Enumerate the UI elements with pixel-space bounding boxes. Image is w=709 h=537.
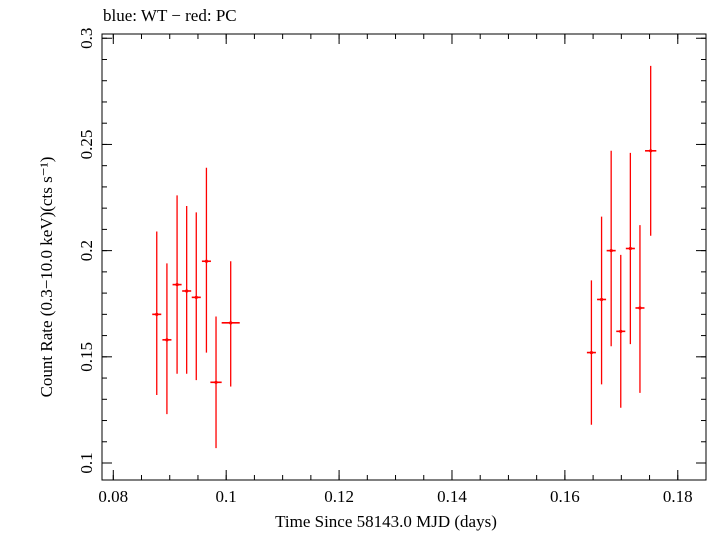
point-marker [214,380,218,384]
data-point [191,212,201,381]
y-tick-label: 0.1 [77,452,96,473]
data-point [606,150,616,347]
data-point [616,254,626,408]
point-marker [165,338,169,342]
data-point [597,216,607,385]
y-tick-label: 0.15 [77,342,96,372]
point-marker [204,259,209,263]
y-axis-title: Count Rate (0.3−10.0 keV)(cts s⁻¹) [37,157,56,398]
point-marker [609,249,613,253]
point-marker [638,306,642,310]
point-marker [175,283,179,287]
point-marker [155,312,159,316]
point-marker [599,297,604,302]
x-tick-label: 0.1 [216,487,237,506]
point-marker [194,295,198,299]
data-point [221,261,240,387]
point-marker [628,246,632,251]
data-point [586,280,596,425]
x-tick-label: 0.18 [663,487,693,506]
data-point [182,206,192,374]
y-tick-label: 0.3 [77,28,96,49]
data-point [635,225,645,393]
point-marker [619,329,623,333]
data-point [172,195,182,374]
x-tick-label: 0.16 [550,487,580,506]
x-tick-label: 0.08 [98,487,128,506]
data-point [210,316,222,449]
x-tick-label: 0.14 [437,487,467,506]
data-point [152,231,162,396]
data-point [162,263,172,415]
x-tick-labels: 0.08 0.1 0.12 0.14 0.16 0.18 [98,487,692,506]
point-marker [649,149,653,153]
point-marker [229,321,233,325]
data-point [625,152,635,345]
plot-frame [101,33,707,481]
point-marker [185,289,189,293]
x-tick-label: 0.12 [324,487,354,506]
data-point [201,167,211,353]
chart-title: blue: WT − red: PC [103,6,237,25]
y-tick-label: 0.2 [77,240,96,261]
y-tick-labels: 0.1 0.15 0.2 0.25 0.3 [77,28,96,474]
axis-ticks [102,34,707,480]
point-marker [589,350,594,355]
data-points [152,65,657,449]
y-tick-label: 0.25 [77,130,96,160]
data-point [645,65,657,236]
x-axis-title: Time Since 58143.0 MJD (days) [275,512,497,531]
